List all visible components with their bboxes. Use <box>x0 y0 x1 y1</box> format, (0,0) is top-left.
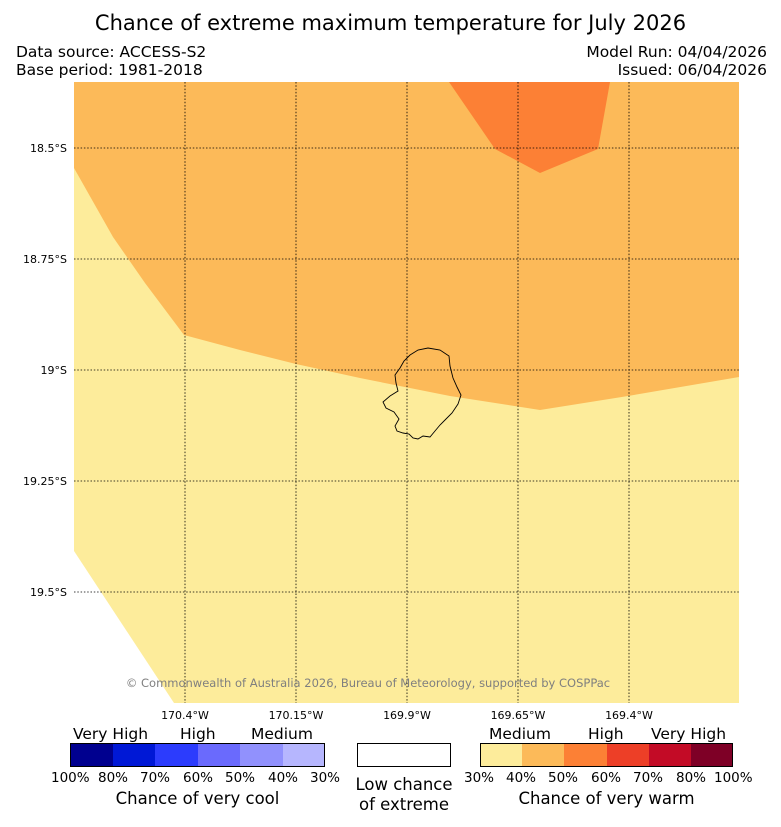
warm-pct-70: 70% <box>633 770 664 786</box>
warm-swatch-50-60 <box>564 743 607 767</box>
warm-swatch-80-100 <box>691 743 733 767</box>
warm-pct-40: 40% <box>506 770 537 786</box>
model-run: Model Run: 04/04/2026 <box>586 43 767 61</box>
issued-date: Issued: 06/04/2026 <box>617 61 767 79</box>
cool-pct-30: 30% <box>310 770 341 786</box>
cool-pct-40: 40% <box>268 770 299 786</box>
region-medium-high <box>74 82 739 410</box>
lon-label-169-65: 169.65°W <box>490 709 546 722</box>
lon-label-169-4: 169.4°W <box>605 709 653 722</box>
low-chance-caption: Low chance of extreme <box>346 775 462 815</box>
cool-pct-80: 80% <box>98 770 129 786</box>
cool-swatch-100-80 <box>70 743 113 767</box>
lat-label-19-25: 19.25°S <box>23 475 67 488</box>
data-source: Data source: ACCESS-S2 <box>16 43 207 61</box>
lat-label-18-5: 18.5°S <box>30 142 67 155</box>
base-period: Base period: 1981-2018 <box>16 61 203 79</box>
lon-label-170-4: 170.4°W <box>161 709 209 722</box>
warm-swatch-60-70 <box>607 743 649 767</box>
lon-label-169-9: 169.9°W <box>383 709 431 722</box>
region-high <box>449 82 610 173</box>
cool-pct-100: 100% <box>51 770 90 786</box>
warm-cat-medium: Medium <box>489 725 551 743</box>
meta-right: Model Run: 04/04/2026 Issued: 06/04/2026 <box>586 43 767 79</box>
warm-swatch-40-50 <box>522 743 564 767</box>
warm-caption: Chance of very warm <box>518 789 695 808</box>
low-chance-line2: of extreme <box>358 795 450 814</box>
cool-cat-medium: Medium <box>251 725 313 743</box>
cool-cat-high: High <box>180 725 216 743</box>
cool-pct-70: 70% <box>140 770 171 786</box>
cool-swatch-50-40 <box>240 743 283 767</box>
gridlines <box>74 82 739 703</box>
low-chance-line1: Low chance <box>355 775 453 794</box>
lat-label-19: 19°S <box>40 364 67 377</box>
lat-label-18-75: 18.75°S <box>23 253 67 266</box>
warm-swatch-70-80 <box>649 743 691 767</box>
warm-pct-30: 30% <box>464 770 495 786</box>
cool-pct-60: 60% <box>183 770 214 786</box>
warm-cat-high: High <box>588 725 624 743</box>
cool-swatch-70-60 <box>155 743 198 767</box>
copyright-notice: © Commonwealth of Australia 2026, Bureau… <box>125 676 611 690</box>
lon-label-170-15: 170.15°W <box>268 709 324 722</box>
cool-swatch-60-50 <box>198 743 240 767</box>
warm-pct-60: 60% <box>591 770 622 786</box>
warm-cat-very-high: Very High <box>651 725 727 743</box>
map-title: Chance of extreme maximum temperature fo… <box>94 11 687 35</box>
warm-swatch-30-40 <box>480 743 522 767</box>
warm-pct-50: 50% <box>548 770 579 786</box>
cool-caption: Chance of very cool <box>115 789 280 808</box>
lat-label-19-5: 19.5°S <box>30 586 67 599</box>
cool-cat-very-high: Very High <box>73 725 149 743</box>
low-chance-swatch <box>357 743 451 767</box>
cool-swatch-40-30 <box>283 743 325 767</box>
cool-swatch-80-70 <box>113 743 155 767</box>
meta-left: Data source: ACCESS-S2 Base period: 1981… <box>16 43 206 79</box>
warm-pct-80: 80% <box>676 770 707 786</box>
cool-pct-50: 50% <box>225 770 256 786</box>
island-outline <box>382 347 462 440</box>
warm-pct-100: 100% <box>714 770 753 786</box>
